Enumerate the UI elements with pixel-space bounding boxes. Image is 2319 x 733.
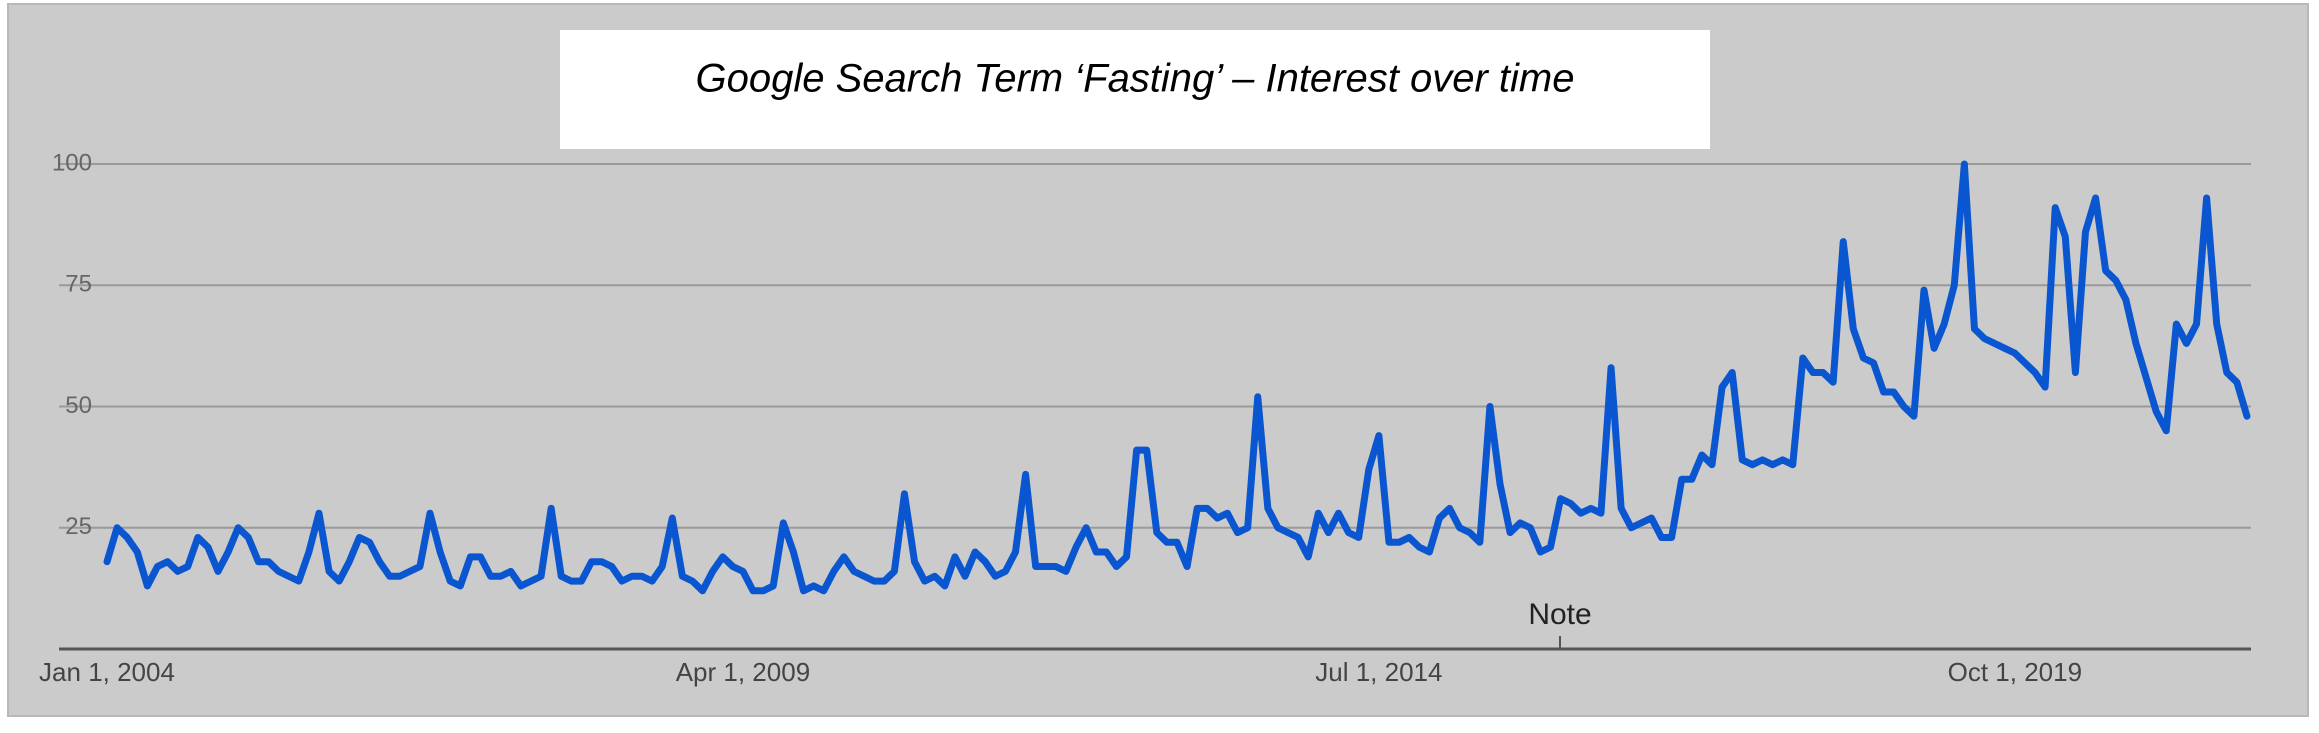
title-box <box>560 30 1710 149</box>
y-tick-label: 100 <box>52 149 92 176</box>
x-tick-label: Jan 1, 2004 <box>39 657 175 687</box>
x-tick-label: Oct 1, 2019 <box>1948 657 2082 687</box>
x-tick-label: Jul 1, 2014 <box>1315 657 1442 687</box>
y-tick-label: 25 <box>65 513 92 540</box>
y-tick-label: 75 <box>65 271 92 298</box>
annotation: Note <box>1528 598 1591 631</box>
x-tick-label: Apr 1, 2009 <box>676 657 810 687</box>
y-tick-label: 50 <box>65 392 92 419</box>
chart-title: Google Search Term ‘Fasting’ – Interest … <box>696 57 1575 101</box>
data-line <box>103 160 2251 595</box>
